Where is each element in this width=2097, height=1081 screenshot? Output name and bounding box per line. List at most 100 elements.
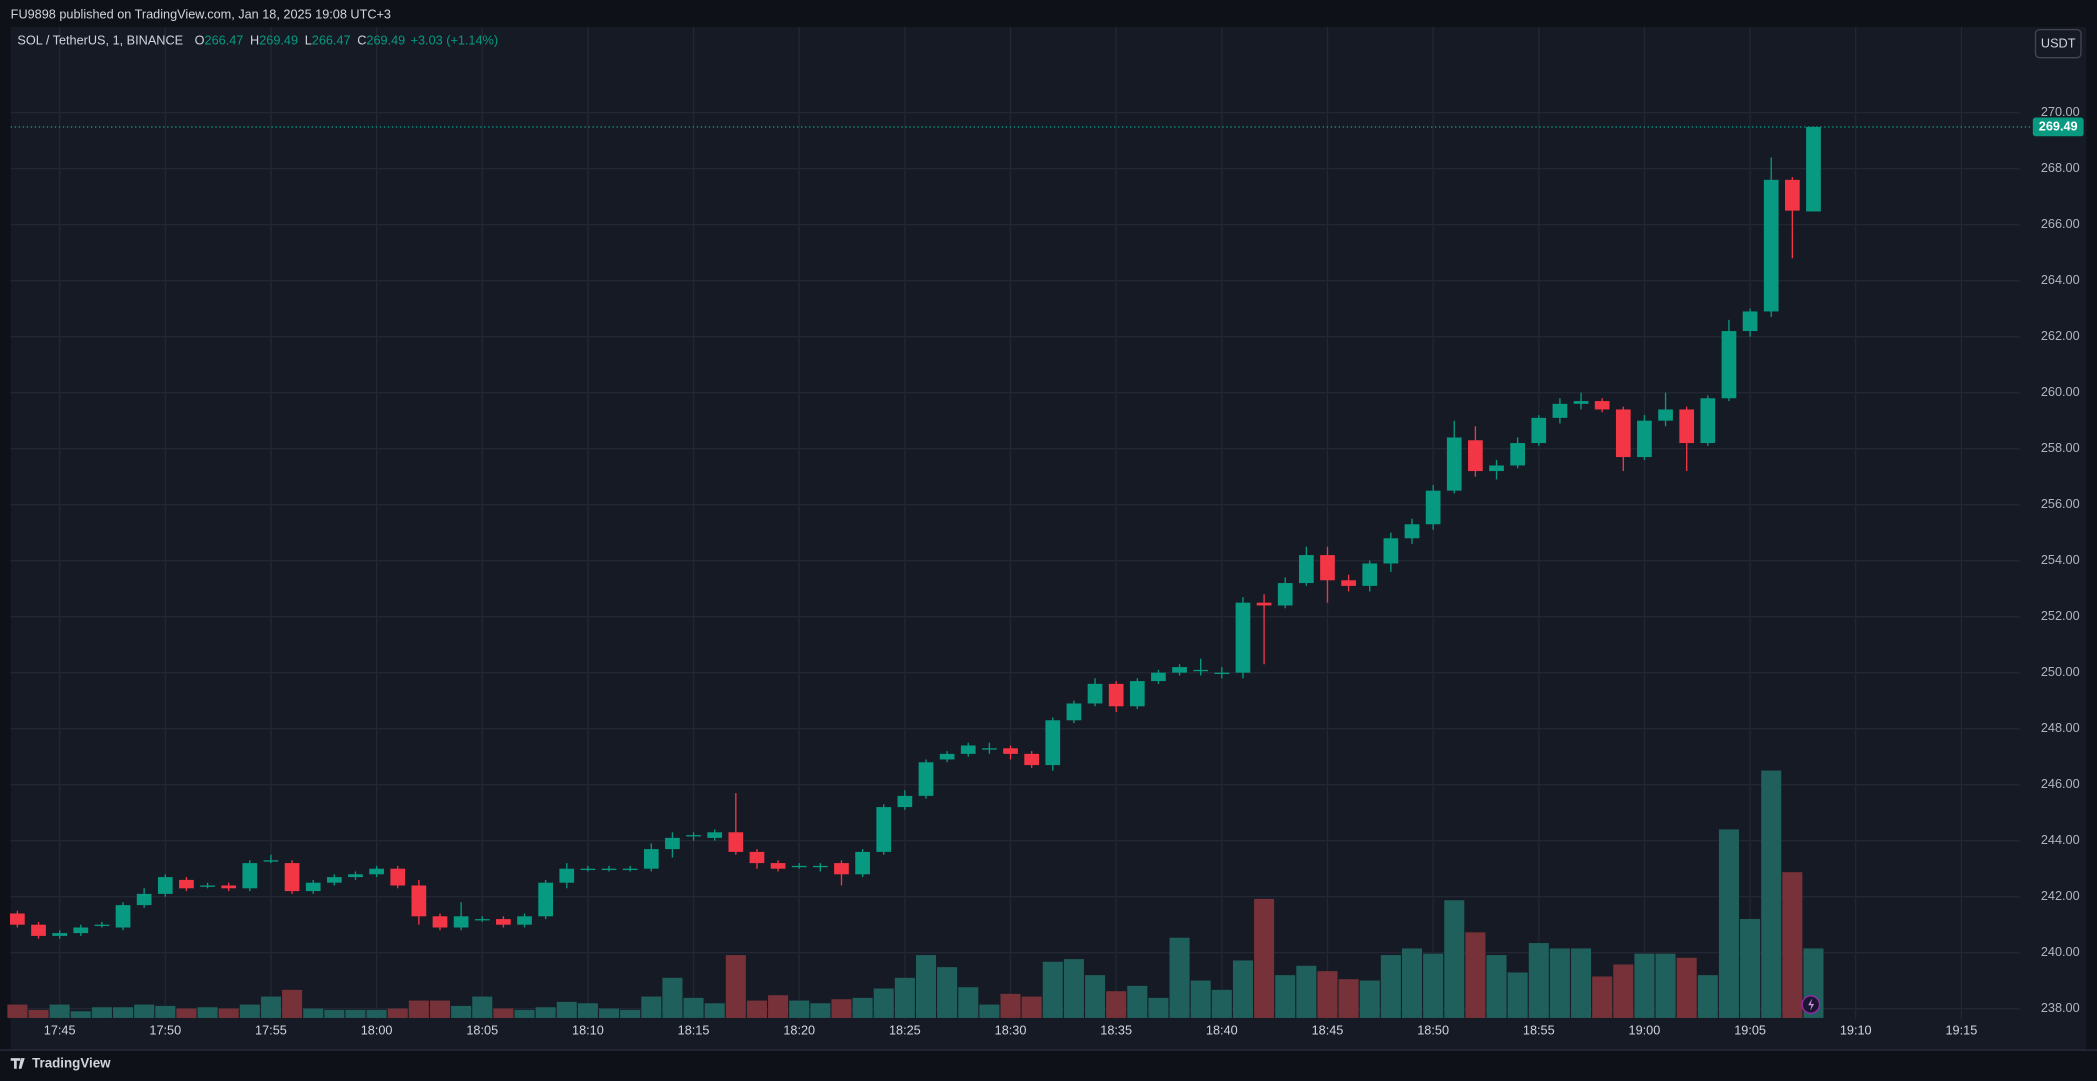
candle-body	[791, 865, 807, 868]
volume-bar	[535, 1007, 556, 1018]
volume-bar	[1063, 959, 1084, 1018]
candle-body	[1637, 420, 1652, 458]
candle-body	[474, 919, 490, 921]
x-tick-label: 18:00	[361, 1024, 393, 1038]
candle-body	[411, 885, 427, 917]
candle-body	[1615, 409, 1631, 458]
volume-bar	[1571, 948, 1592, 1018]
candle-body	[1721, 331, 1737, 399]
candle-body	[1489, 465, 1504, 472]
volume-bar	[282, 989, 303, 1018]
candle-body	[200, 885, 215, 887]
candle-body	[432, 916, 448, 928]
volume-bar	[1232, 960, 1253, 1018]
candle-body	[622, 868, 638, 871]
y-tick-label: 254.00	[2041, 553, 2080, 567]
volume-bar	[746, 1000, 767, 1018]
y-tick-label: 238.00	[2041, 1001, 2080, 1015]
x-tick-label: 19:10	[1840, 1024, 1872, 1038]
x-tick-label: 18:45	[1312, 1024, 1344, 1038]
volume-bar	[429, 1000, 451, 1018]
volume-bar	[113, 1007, 134, 1018]
last-price-badge	[2032, 117, 2084, 137]
candle-body	[876, 807, 892, 852]
candle-body	[263, 860, 279, 862]
volume-bar	[1697, 975, 1718, 1018]
volume-pane	[7, 770, 1824, 1018]
candle-body	[1742, 311, 1758, 332]
volume-bar	[1676, 957, 1697, 1018]
candle-body	[221, 885, 237, 889]
y-tick-label: 248.00	[2041, 721, 2080, 735]
volume-bar	[979, 1004, 1000, 1018]
candle-body	[179, 879, 194, 889]
volume-bar	[683, 997, 704, 1018]
y-tick-label: 264.00	[2041, 273, 2080, 287]
volume-bar	[514, 1009, 535, 1018]
candle-body	[770, 863, 786, 869]
candle-body	[749, 851, 765, 864]
volume-bar	[197, 1007, 218, 1018]
candle-body	[812, 865, 828, 868]
candle-body	[1763, 179, 1779, 312]
candle-body	[1425, 490, 1441, 525]
volume-bar	[810, 1003, 831, 1018]
volume-bar	[1359, 980, 1380, 1018]
candle-body	[496, 919, 511, 925]
candle-body	[115, 905, 131, 928]
candle-body	[136, 893, 152, 906]
candle-body	[1151, 672, 1166, 682]
brand: TradingView	[32, 1056, 111, 1071]
x-tick-label: 18:05	[466, 1024, 498, 1038]
y-tick-label: 260.00	[2041, 385, 2080, 399]
candle-body	[453, 916, 469, 928]
volume-bar	[1317, 971, 1338, 1018]
candle-body	[1045, 720, 1061, 766]
candle-body	[52, 933, 68, 936]
candle-body	[1341, 580, 1356, 586]
x-tick-label: 17:45	[44, 1024, 76, 1038]
x-tick-label: 18:35	[1100, 1024, 1132, 1038]
y-tick-label: 244.00	[2041, 833, 2080, 847]
currency-label[interactable]: USDT	[2041, 37, 2076, 51]
volume-bar	[1444, 900, 1465, 1018]
candle-body	[643, 849, 659, 869]
candle-body	[1362, 563, 1378, 586]
candle-body	[1298, 555, 1314, 584]
volume-bar	[641, 996, 662, 1018]
volume-bar	[1021, 996, 1042, 1018]
candle-body	[1066, 703, 1082, 721]
volume-bar	[176, 1008, 197, 1018]
volume-bar	[768, 995, 789, 1018]
x-tick-label: 18:55	[1523, 1024, 1555, 1038]
symbol: SOL / TetherUS, 1, BINANCE	[17, 34, 183, 48]
volume-bar	[1380, 955, 1401, 1018]
volume-bar	[1169, 937, 1190, 1018]
legend-key: L	[305, 34, 312, 48]
volume-bar	[1401, 948, 1423, 1018]
volume-bar	[620, 1009, 641, 1018]
candle-body	[305, 882, 321, 892]
candle-body	[1172, 667, 1187, 673]
candle-body	[1658, 409, 1673, 421]
currency-button[interactable]	[2034, 28, 2082, 59]
volume-bar	[155, 1005, 176, 1018]
legend-value: 269.49	[366, 34, 405, 48]
candle-body	[855, 851, 870, 875]
volume-bar	[28, 1009, 49, 1018]
y-tick-label: 246.00	[2041, 777, 2080, 791]
candle-body	[369, 868, 384, 875]
candle-body	[665, 837, 680, 850]
candle-body	[982, 748, 997, 750]
candle-body	[1003, 748, 1018, 754]
volume-bar	[70, 1011, 91, 1018]
x-tick-label: 18:20	[783, 1024, 815, 1038]
volume-bar	[1592, 976, 1613, 1018]
candle-body	[707, 832, 723, 838]
volume-bar	[1655, 953, 1676, 1018]
candle-body	[538, 882, 554, 917]
candle-body	[1573, 401, 1589, 404]
volume-bar	[1507, 972, 1528, 1018]
x-tick-label: 19:15	[1946, 1024, 1978, 1038]
